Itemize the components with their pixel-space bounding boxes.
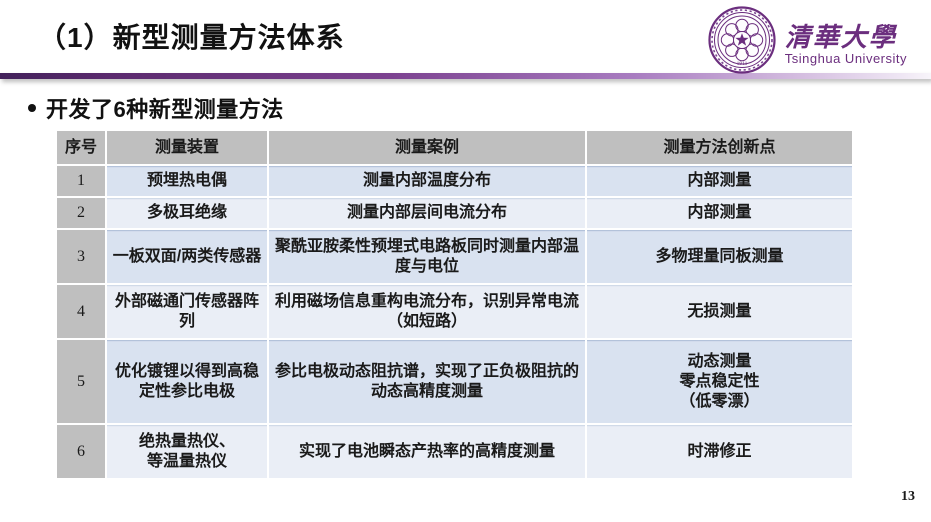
cell-innovation: 内部测量 <box>585 196 854 230</box>
cell-case: 测量内部层间电流分布 <box>267 196 587 230</box>
cell-device: 优化镀锂以得到高稳定性参比电极 <box>105 338 269 425</box>
table-row: 1 预埋热电偶 测量内部温度分布 内部测量 <box>55 164 854 198</box>
table-row: 6 绝热量热仪、 等温量热仪 实现了电池瞬态产热率的高精度测量 时滞修正 <box>55 423 854 480</box>
university-logotype: 清華大學 Tsinghua University <box>784 14 907 67</box>
cell-serial-number: 3 <box>55 228 107 285</box>
page-number: 13 <box>901 489 915 504</box>
bullet-item: 开发了6种新型测量方法 <box>28 92 284 124</box>
cell-innovation: 内部测量 <box>585 164 854 198</box>
university-logo: 1911 清華大學 Tsinghua University <box>707 5 907 75</box>
cell-device: 多极耳绝缘 <box>105 196 269 230</box>
cell-device: 一板双面/两类传感器 <box>105 228 269 285</box>
cell-case: 测量内部温度分布 <box>267 164 587 198</box>
cell-serial-number: 4 <box>55 283 107 340</box>
bullet-dot-icon <box>28 104 36 112</box>
cell-case: 参比电极动态阻抗谱，实现了正负极阻抗的动态高精度测量 <box>267 338 587 425</box>
cell-serial-number: 6 <box>55 423 107 480</box>
cell-serial-number: 5 <box>55 338 107 425</box>
cell-innovation: 无损测量 <box>585 283 854 340</box>
title-divider-line <box>0 73 931 79</box>
university-name-cn: 清華大學 <box>784 22 897 52</box>
table-row: 5 优化镀锂以得到高稳定性参比电极 参比电极动态阻抗谱，实现了正负极阻抗的动态高… <box>55 338 854 425</box>
cell-device: 预埋热电偶 <box>105 164 269 198</box>
table-header-row: 序号 测量装置 测量案例 测量方法创新点 <box>55 129 854 166</box>
cell-case: 聚酰亚胺柔性预埋式电路板同时测量内部温度与电位 <box>267 228 587 285</box>
svg-text:1911: 1911 <box>736 61 747 67</box>
cell-innovation: 动态测量 零点稳定性 （低零漂） <box>585 338 854 425</box>
cell-case: 利用磁场信息重构电流分布，识别异常电流（如短路） <box>267 283 587 340</box>
cell-serial-number: 1 <box>55 164 107 198</box>
table-row: 3 一板双面/两类传感器 聚酰亚胺柔性预埋式电路板同时测量内部温度与电位 多物理… <box>55 228 854 285</box>
table-row: 4 外部磁通门传感器阵列 利用磁场信息重构电流分布，识别异常电流（如短路） 无损… <box>55 283 854 340</box>
cell-innovation: 时滞修正 <box>585 423 854 480</box>
university-name-en: Tsinghua University <box>784 51 907 67</box>
page-title: （1）新型测量方法体系 <box>38 22 345 53</box>
cell-innovation: 多物理量同板测量 <box>585 228 854 285</box>
cell-serial-number: 2 <box>55 196 107 230</box>
header-innovation: 测量方法创新点 <box>585 129 854 166</box>
table-row: 2 多极耳绝缘 测量内部层间电流分布 内部测量 <box>55 196 854 230</box>
header-case: 测量案例 <box>267 129 587 166</box>
header-serial-number: 序号 <box>55 129 107 166</box>
tsinghua-seal-icon: 1911 <box>708 6 776 74</box>
star-icon <box>735 33 749 46</box>
cell-device: 绝热量热仪、 等温量热仪 <box>105 423 269 480</box>
cell-device: 外部磁通门传感器阵列 <box>105 283 269 340</box>
measurement-methods-table: 序号 测量装置 测量案例 测量方法创新点 1 预埋热电偶 测量内部温度分布 内部… <box>55 129 854 480</box>
header-device: 测量装置 <box>105 129 269 166</box>
cell-case: 实现了电池瞬态产热率的高精度测量 <box>267 423 587 480</box>
bullet-text: 开发了6种新型测量方法 <box>46 97 284 122</box>
